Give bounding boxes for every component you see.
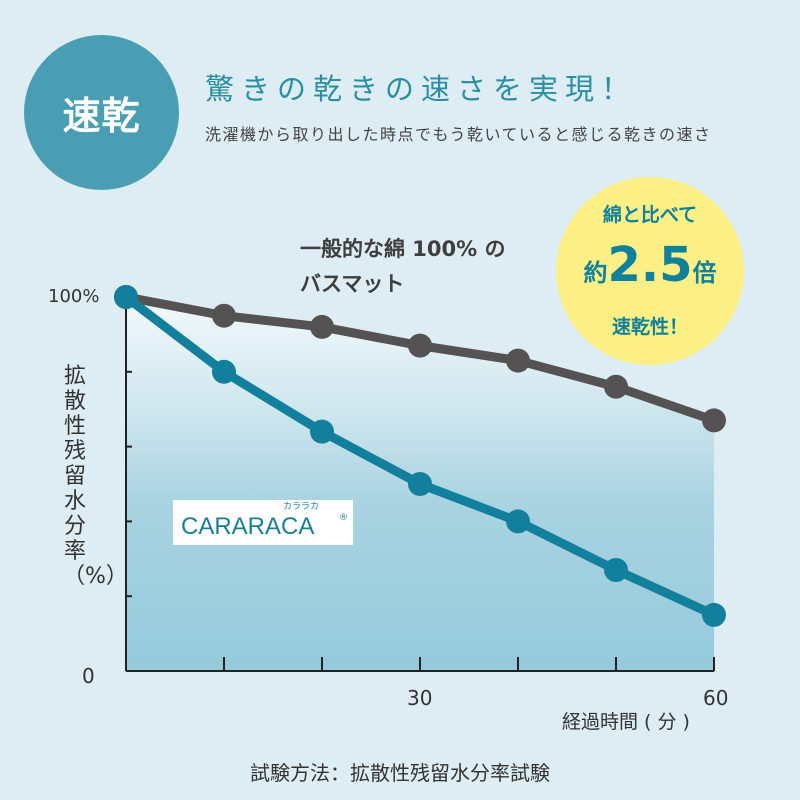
cotton-label-line2: バスマット [300,272,405,296]
callout-prefix: 約 [583,259,608,287]
brand-kana: カララカ [283,502,320,512]
test-method: 試験方法：拡散性残留水分率試験 [250,761,550,785]
callout-line1: 綿と比べて [602,204,698,226]
brand-name: CARARACA [181,513,315,540]
callout-line3: 速乾性！ [611,316,688,338]
cararaca-data-point [310,419,334,444]
comparison-callout: 綿と比べて 約2.5倍 速乾性！ [556,177,744,365]
quick-dry-badge: 速乾 [24,35,179,190]
cararaca-data-point [506,509,530,534]
cotton-data-point [604,374,628,399]
registered-mark: ® [339,513,348,523]
cotton-data-point [310,314,334,339]
headline: 驚きの乾きの速さを実現！ [205,72,638,106]
cararaca-data-point [114,285,138,309]
y-axis-title: 拡散性残留水分率（%） [63,364,128,589]
cotton-series-label: 一般的な綿 100% の バスマット [300,232,506,302]
cotton-data-point [212,303,236,328]
x-tick-label-60: 60 [703,686,729,710]
cararaca-data-point [702,602,726,627]
cararaca-data-point [408,472,432,496]
cararaca-data-point [604,558,628,583]
cotton-data-point [702,408,726,433]
subheadline: 洗濯機から取り出した時点でもう乾いていると感じる乾きの速さ [205,125,712,144]
x-tick-label-30: 30 [407,686,433,710]
cotton-data-point [408,333,432,358]
cararaca-data-point [212,359,236,384]
cotton-label-line1: 一般的な綿 100% の [300,237,506,261]
cararaca-logo: カララカ CARARACA ® [173,500,353,545]
callout-line2: 約2.5倍 [556,237,744,293]
callout-number: 2.5 [607,237,693,293]
y-tick-label-0: 0 [82,664,95,688]
callout-suffix: 倍 [692,259,717,287]
y-tick-label-100: 100% [48,286,100,307]
x-axis-title: 経過時間 ( 分 ) [562,711,690,733]
cotton-data-point [506,348,530,373]
